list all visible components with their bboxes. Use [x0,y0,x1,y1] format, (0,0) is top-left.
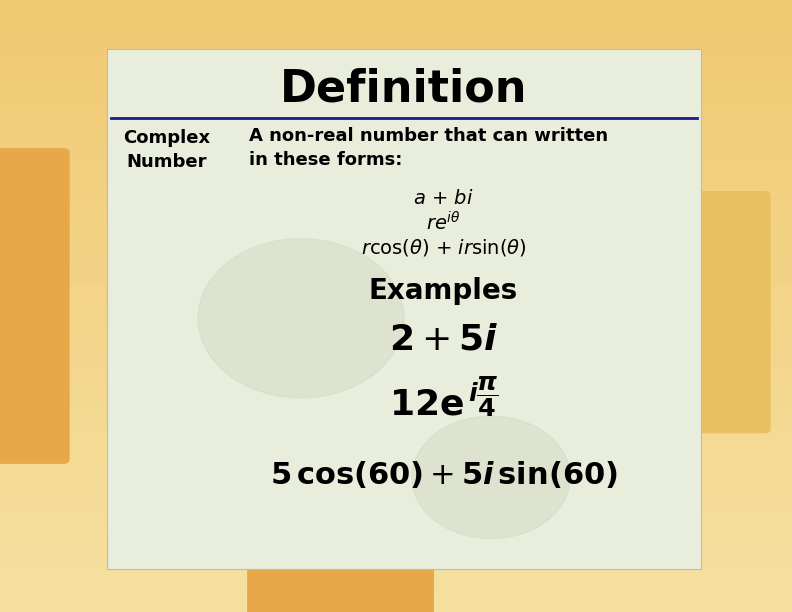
Text: in these forms:: in these forms: [249,151,403,170]
Bar [0,61,792,81]
FancyBboxPatch shape [687,191,771,433]
Bar [0,387,792,408]
Bar [0,20,792,41]
Text: Examples: Examples [369,277,518,305]
Bar [0,428,792,449]
Bar [0,531,792,551]
Circle shape [198,239,404,398]
Bar [0,81,792,102]
Bar [0,490,792,510]
Text: A non-real number that can written: A non-real number that can written [249,127,608,145]
Text: Complex: Complex [123,129,210,147]
Bar [0,204,792,225]
Bar [0,265,792,286]
Text: $\mathit{r}\mathit{e}^{\mathit{i}\theta}$: $\mathit{r}\mathit{e}^{\mathit{i}\theta}… [426,212,461,235]
Bar [0,367,792,387]
FancyBboxPatch shape [107,49,701,569]
Text: $\mathbf{12e}^{\,\boldsymbol{i}\dfrac{\boldsymbol{\pi}}{\mathbf{4}}}$: $\mathbf{12e}^{\,\boldsymbol{i}\dfrac{\b… [389,378,498,424]
Bar [0,184,792,204]
Bar [0,0,792,20]
Bar [0,102,792,122]
Text: $\mathit{r}$cos($\theta$) + $\mathit{i}\mathit{r}$sin($\theta$): $\mathit{r}$cos($\theta$) + $\mathit{i}\… [360,237,527,258]
Text: Number: Number [126,153,207,171]
Bar [0,510,792,531]
Bar [0,306,792,326]
Text: $\mathbf{5}\,\mathbf{cos(60)}+\mathbf{5}\boldsymbol{i}\,\mathbf{sin(60)}$: $\mathbf{5}\,\mathbf{cos(60)}+\mathbf{5}… [269,459,618,490]
FancyBboxPatch shape [247,558,434,612]
Bar [0,163,792,184]
Bar [0,41,792,61]
Bar [0,571,792,592]
Bar [0,225,792,245]
Bar [0,286,792,306]
Bar [0,143,792,163]
Text: $\mathbf{2}+\mathbf{5}\boldsymbol{i}$: $\mathbf{2}+\mathbf{5}\boldsymbol{i}$ [389,323,498,357]
Text: Definition: Definition [280,67,527,110]
Bar [0,469,792,490]
Bar [0,551,792,571]
Bar [0,408,792,428]
Bar [0,122,792,143]
Text: $\mathit{a}$ + $\mathit{b}\mathit{i}$: $\mathit{a}$ + $\mathit{b}\mathit{i}$ [413,189,474,209]
Bar [0,347,792,367]
Bar [0,245,792,265]
FancyBboxPatch shape [0,148,70,464]
Bar [0,449,792,469]
Bar [0,592,792,612]
Bar [0,326,792,347]
Circle shape [412,416,570,539]
